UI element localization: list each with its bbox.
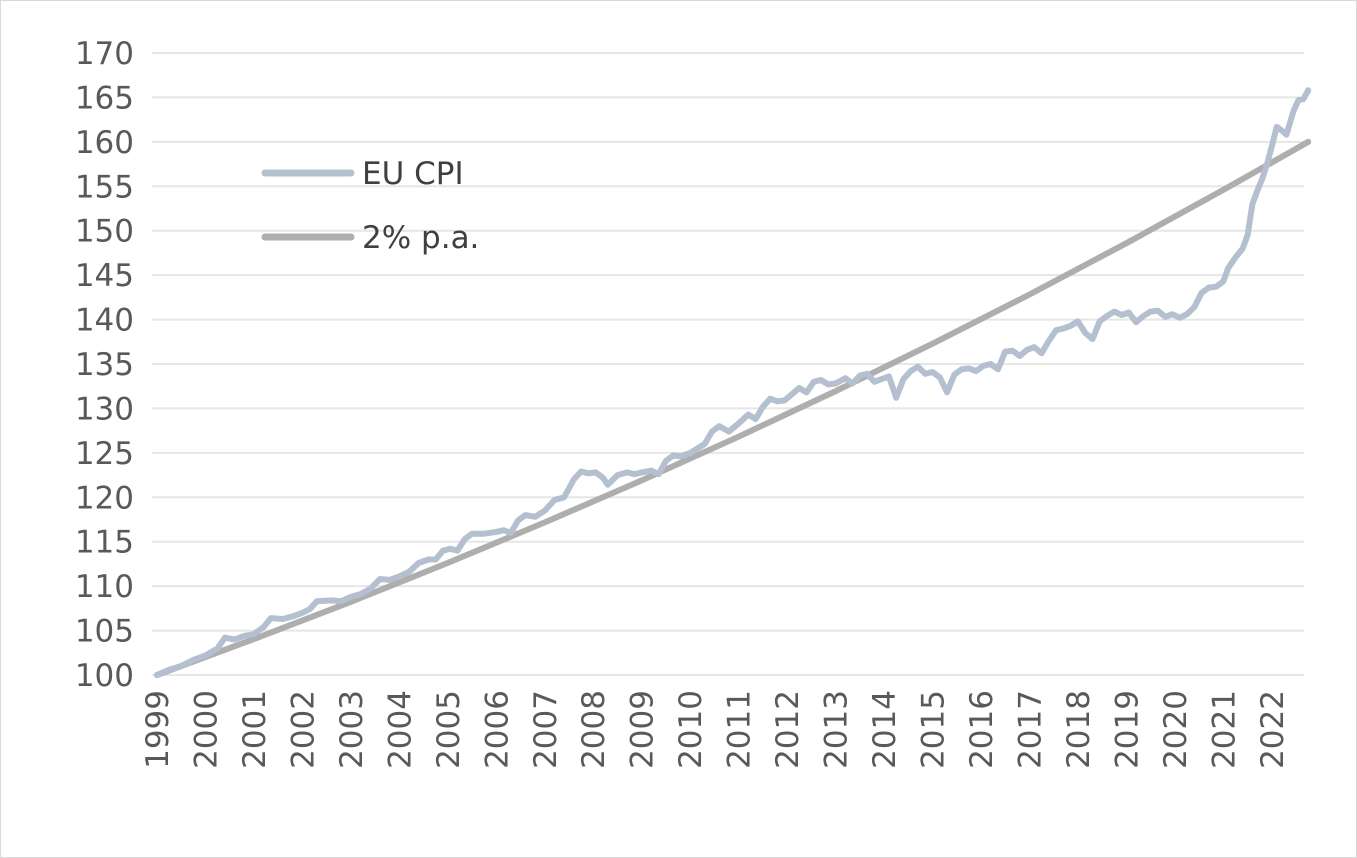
x-tick-label: 2008 <box>576 690 612 769</box>
y-tick-label: 155 <box>75 169 134 205</box>
y-tick-label: 115 <box>75 525 134 561</box>
gridlines <box>152 52 1304 676</box>
y-tick-label: 145 <box>75 258 134 294</box>
x-axis-ticks: 1999 2000 2001 2002 2003 2004 2005 2006 2007 2008… <box>140 690 1291 769</box>
x-tick-label: 2014 <box>867 690 903 769</box>
x-tick-label: 1999 <box>140 690 176 769</box>
y-tick-label: 105 <box>75 614 134 650</box>
x-tick-label: 2000 <box>188 690 224 769</box>
x-tick-label: 2002 <box>285 690 321 769</box>
y-tick-label: 110 <box>75 569 134 605</box>
x-tick-label: 2001 <box>237 690 273 769</box>
x-tick-label: 2016 <box>964 690 1000 769</box>
series-line-eu-cpi <box>154 87 1312 678</box>
x-tick-label: 2009 <box>625 690 661 769</box>
series-line-two-percent <box>154 138 1312 678</box>
x-tick-label: 2006 <box>479 690 515 769</box>
y-tick-label: 165 <box>75 80 134 116</box>
x-tick-label: 2005 <box>431 690 467 769</box>
x-tick-label: 2007 <box>528 690 564 769</box>
x-tick-label: 2012 <box>770 690 806 769</box>
y-tick-label: 120 <box>75 480 134 516</box>
legend: EU CPI 2% p.a. <box>261 156 479 256</box>
x-tick-label: 2003 <box>334 690 370 769</box>
x-tick-label: 2017 <box>1012 690 1048 769</box>
x-tick-label: 2020 <box>1158 690 1194 769</box>
series-lines <box>154 87 1312 678</box>
legend-label: EU CPI <box>362 156 464 192</box>
y-tick-label: 135 <box>75 347 134 383</box>
x-tick-label: 2022 <box>1255 690 1291 769</box>
y-tick-label: 150 <box>75 214 134 250</box>
x-tick-label: 2010 <box>673 690 709 769</box>
y-tick-label: 100 <box>75 658 134 694</box>
legend-label: 2% p.a. <box>362 220 479 256</box>
x-tick-label: 2019 <box>1109 690 1145 769</box>
x-tick-label: 2015 <box>916 690 952 769</box>
x-tick-label: 2011 <box>722 690 758 769</box>
x-tick-label: 2021 <box>1206 690 1242 769</box>
y-tick-label: 140 <box>75 303 134 339</box>
x-tick-label: 2013 <box>819 690 855 769</box>
y-tick-label: 125 <box>75 436 134 472</box>
x-tick-label: 2004 <box>382 690 418 769</box>
y-tick-label: 170 <box>75 36 134 72</box>
x-tick-label: 2018 <box>1061 690 1097 769</box>
y-axis-ticks: 100 105 110 115 120 125 130 135 140 145 150 155 160 1… <box>75 36 134 694</box>
y-tick-label: 130 <box>75 391 134 427</box>
y-tick-label: 160 <box>75 125 134 161</box>
